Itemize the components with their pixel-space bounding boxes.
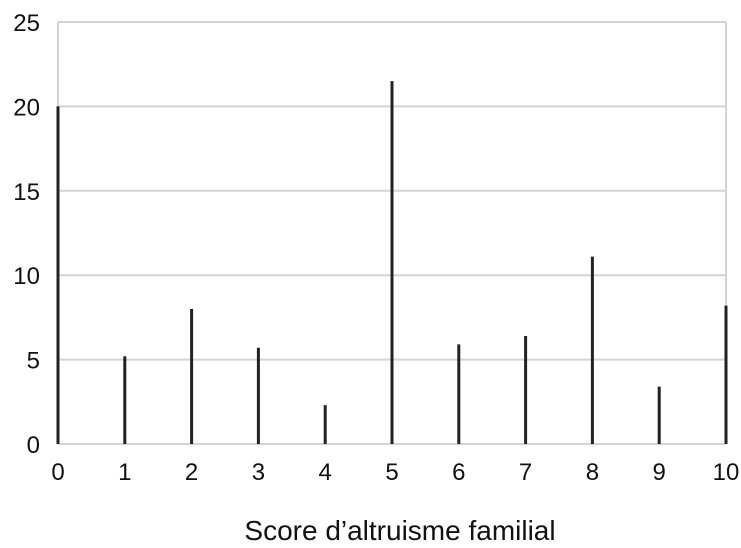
y-tick-label: 25 [13, 10, 40, 37]
x-tick-label: 5 [385, 459, 398, 486]
x-tick-label: 2 [185, 459, 198, 486]
y-tick-label: 15 [13, 179, 40, 206]
y-tick-label: 10 [13, 263, 40, 290]
y-tick-label: 20 [13, 94, 40, 121]
x-tick-labels: 0 1 2 3 4 5 6 7 8 9 10 [51, 459, 739, 486]
x-tick-label: 8 [586, 459, 599, 486]
y-tick-label: 5 [27, 348, 40, 375]
bar-series [56, 81, 728, 444]
x-tick-label: 10 [713, 459, 740, 486]
y-tick-label: 0 [27, 432, 40, 459]
y-tick-labels: 0 5 10 15 20 25 [13, 10, 40, 459]
x-tick-label: 1 [118, 459, 131, 486]
x-tick-label: 3 [252, 459, 265, 486]
x-tick-label: 4 [319, 459, 332, 486]
x-tick-label: 0 [51, 459, 64, 486]
x-tick-label: 7 [519, 459, 532, 486]
x-tick-label: 9 [653, 459, 666, 486]
x-tick-label: 6 [452, 459, 465, 486]
x-axis-title: Score d’altruisme familial [244, 515, 555, 546]
